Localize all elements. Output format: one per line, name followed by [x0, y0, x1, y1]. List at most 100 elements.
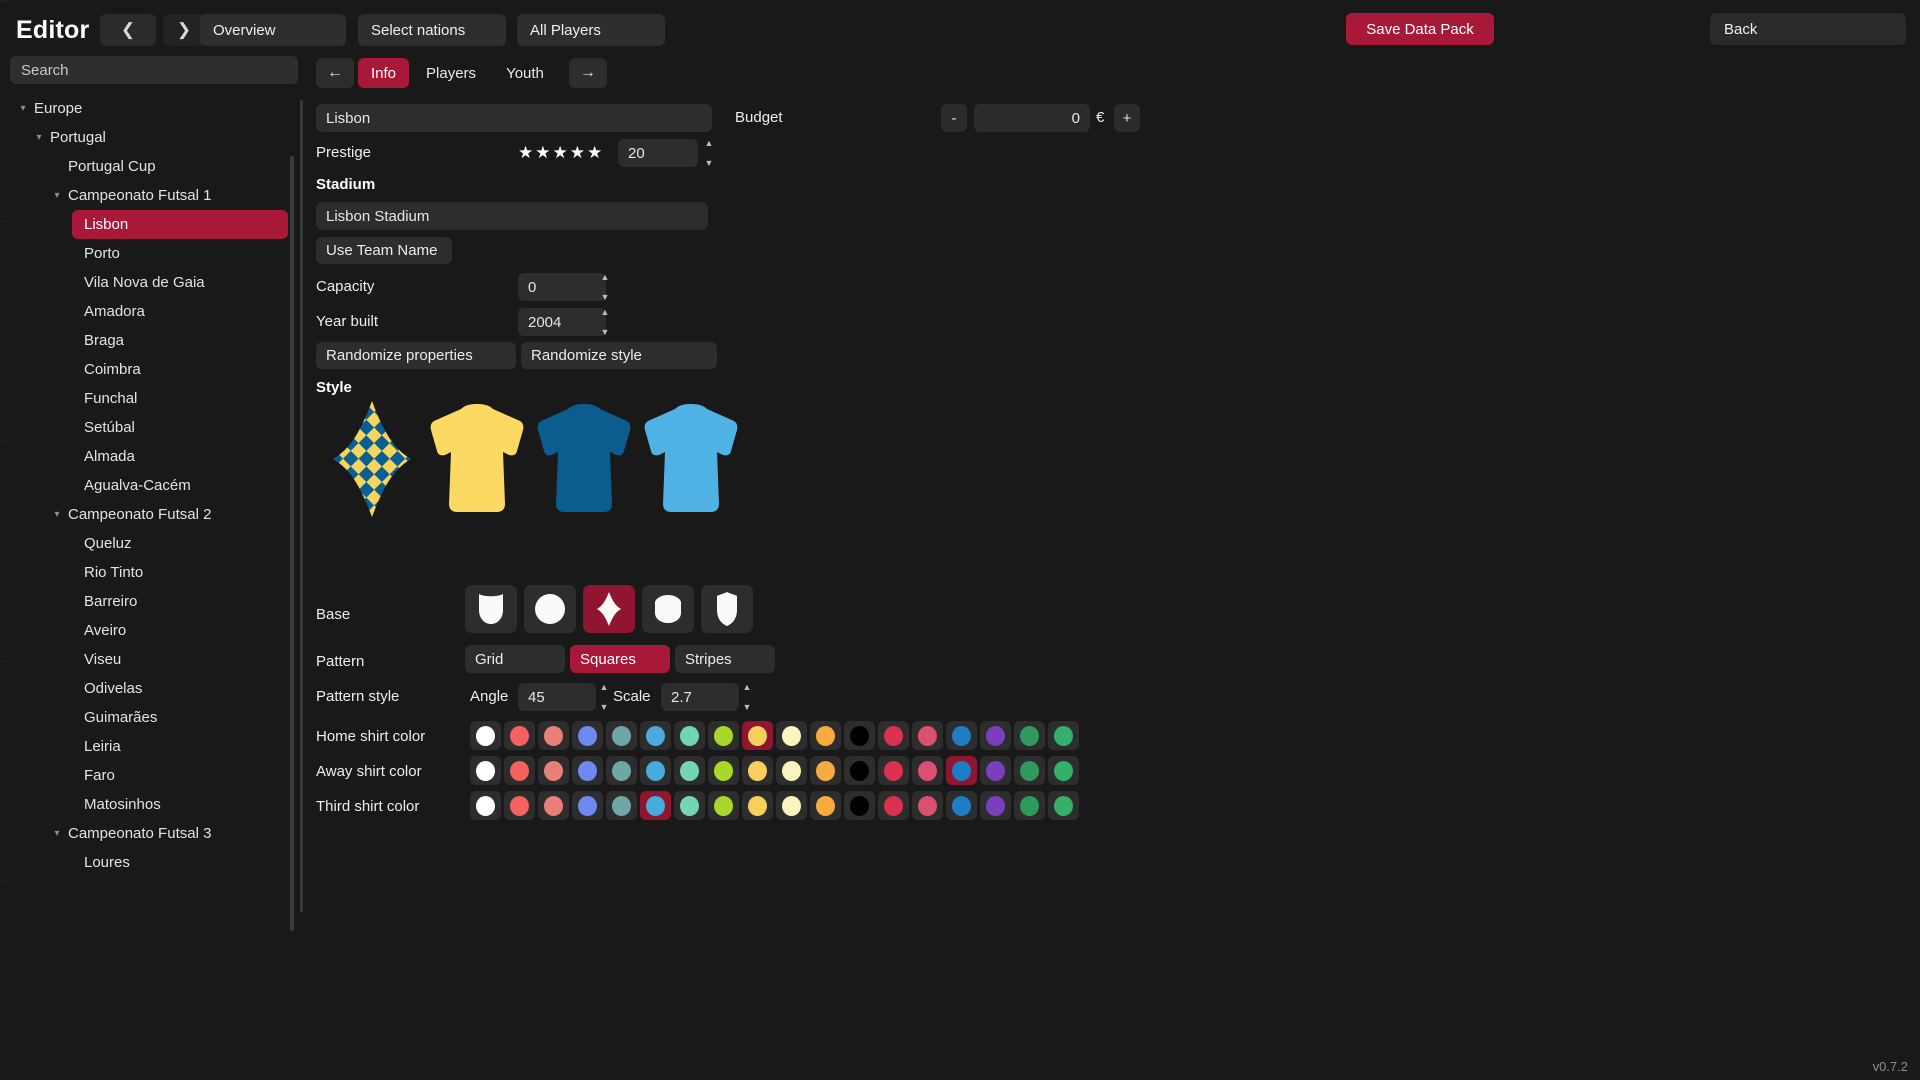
color-swatch[interactable]: [980, 721, 1011, 750]
color-swatch[interactable]: [946, 756, 977, 785]
color-swatch[interactable]: [606, 756, 637, 785]
color-swatch[interactable]: [504, 756, 535, 785]
color-swatch[interactable]: [640, 721, 671, 750]
tree-item-guimar-es[interactable]: Guimarães: [0, 703, 298, 732]
search-input[interactable]: [10, 56, 298, 84]
scale-stepper[interactable]: ▲ ▼: [742, 682, 752, 712]
chevron-down-icon[interactable]: ▾: [20, 102, 26, 114]
chevron-down-icon[interactable]: ▾: [54, 827, 60, 839]
tree-item-matosinhos[interactable]: Matosinhos: [0, 790, 298, 819]
chevron-down-icon[interactable]: ▾: [36, 131, 42, 143]
tree-item-odivelas[interactable]: Odivelas: [0, 674, 298, 703]
overview-button[interactable]: Overview: [200, 14, 346, 46]
color-swatch[interactable]: [674, 756, 705, 785]
tree-item-faro[interactable]: Faro: [0, 761, 298, 790]
budget-input[interactable]: 0: [974, 104, 1090, 132]
randomize-style-button[interactable]: Randomize style: [521, 342, 717, 369]
color-swatch[interactable]: [640, 756, 671, 785]
tree-item-lisbon[interactable]: Lisbon: [72, 210, 288, 239]
tree-item-campeonato-futsal-1[interactable]: ▾ Campeonato Futsal 1: [0, 181, 298, 210]
tree-item-coimbra[interactable]: Coimbra: [0, 355, 298, 384]
chevron-down-icon[interactable]: ▾: [54, 508, 60, 520]
save-data-pack-button[interactable]: Save Data Pack: [1346, 13, 1494, 45]
color-swatch[interactable]: [572, 721, 603, 750]
color-swatch[interactable]: [844, 756, 875, 785]
color-swatch[interactable]: [776, 721, 807, 750]
tree-item-campeonato-futsal-3[interactable]: ▾ Campeonato Futsal 3: [0, 819, 298, 848]
color-swatch[interactable]: [538, 791, 569, 820]
color-swatch[interactable]: [504, 721, 535, 750]
tab-youth[interactable]: Youth: [506, 64, 544, 82]
color-swatch[interactable]: [470, 791, 501, 820]
chevron-right-icon[interactable]: ❯: [163, 14, 205, 46]
tree-item-barreiro[interactable]: Barreiro: [0, 587, 298, 616]
tree-item-campeonato-futsal-2[interactable]: ▾ Campeonato Futsal 2: [0, 500, 298, 529]
crest-base-option[interactable]: [642, 585, 694, 633]
color-swatch[interactable]: [1014, 756, 1045, 785]
color-swatch[interactable]: [606, 791, 637, 820]
color-swatch[interactable]: [776, 791, 807, 820]
color-swatch[interactable]: [878, 721, 909, 750]
color-swatch[interactable]: [742, 721, 773, 750]
tree-item-portugal-cup[interactable]: Portugal Cup: [0, 152, 298, 181]
color-swatch[interactable]: [810, 721, 841, 750]
color-swatch[interactable]: [810, 791, 841, 820]
color-swatch[interactable]: [912, 721, 943, 750]
angle-input[interactable]: 45: [518, 683, 596, 711]
tree-item-braga[interactable]: Braga: [0, 326, 298, 355]
tree-item-europe[interactable]: ▾ Europe: [0, 94, 298, 123]
color-swatch[interactable]: [1048, 721, 1079, 750]
color-swatch[interactable]: [504, 791, 535, 820]
sidebar-scrollbar[interactable]: [290, 156, 294, 931]
angle-stepper[interactable]: ▲ ▼: [599, 682, 609, 712]
tree-item-almada[interactable]: Almada: [0, 442, 298, 471]
color-swatch[interactable]: [470, 756, 501, 785]
capacity-input[interactable]: 0: [518, 273, 606, 301]
budget-decrement-button[interactable]: -: [941, 104, 967, 132]
color-swatch[interactable]: [946, 721, 977, 750]
tree-item-vila-nova-de-gaia[interactable]: Vila Nova de Gaia: [0, 268, 298, 297]
pattern-squares-button[interactable]: Squares: [570, 645, 670, 673]
pointed-shield-base-option[interactable]: [701, 585, 753, 633]
capacity-stepper[interactable]: ▲ ▼: [600, 272, 610, 302]
color-swatch[interactable]: [810, 756, 841, 785]
tree-item-porto[interactable]: Porto: [0, 239, 298, 268]
stadium-name-input[interactable]: [316, 202, 708, 230]
tree-item-rio-tinto[interactable]: Rio Tinto: [0, 558, 298, 587]
tree-item-set-bal[interactable]: Setúbal: [0, 413, 298, 442]
tree-item-agualva-cac-m[interactable]: Agualva-Cacém: [0, 471, 298, 500]
tree-item-queluz[interactable]: Queluz: [0, 529, 298, 558]
tree-item-funchal[interactable]: Funchal: [0, 384, 298, 413]
color-swatch[interactable]: [640, 791, 671, 820]
prestige-stars[interactable]: ★★★★★: [518, 143, 605, 162]
back-button[interactable]: Back: [1710, 13, 1906, 45]
tab-prev-arrow-icon[interactable]: ←: [316, 58, 354, 88]
color-swatch[interactable]: [742, 791, 773, 820]
color-swatch[interactable]: [844, 721, 875, 750]
color-swatch[interactable]: [878, 756, 909, 785]
color-swatch[interactable]: [1014, 791, 1045, 820]
tree-item-loures[interactable]: Loures: [0, 848, 298, 877]
tree-item-leiria[interactable]: Leiria: [0, 732, 298, 761]
color-swatch[interactable]: [980, 756, 1011, 785]
tree-item-amadora[interactable]: Amadora: [0, 297, 298, 326]
color-swatch[interactable]: [1014, 721, 1045, 750]
pattern-stripes-button[interactable]: Stripes: [675, 645, 775, 673]
scale-input[interactable]: 2.7: [661, 683, 739, 711]
randomize-properties-button[interactable]: Randomize properties: [316, 342, 516, 369]
color-swatch[interactable]: [776, 756, 807, 785]
select-nations-button[interactable]: Select nations: [358, 14, 506, 46]
tree-item-viseu[interactable]: Viseu: [0, 645, 298, 674]
color-swatch[interactable]: [470, 721, 501, 750]
color-swatch[interactable]: [708, 721, 739, 750]
all-players-button[interactable]: All Players: [517, 14, 665, 46]
tab-info[interactable]: Info: [358, 58, 410, 88]
color-swatch[interactable]: [708, 791, 739, 820]
team-name-input[interactable]: [316, 104, 712, 132]
shield-base-option[interactable]: [465, 585, 517, 633]
color-swatch[interactable]: [980, 791, 1011, 820]
color-swatch[interactable]: [674, 721, 705, 750]
year-built-stepper[interactable]: ▲ ▼: [600, 307, 610, 337]
color-swatch[interactable]: [878, 791, 909, 820]
color-swatch[interactable]: [946, 791, 977, 820]
